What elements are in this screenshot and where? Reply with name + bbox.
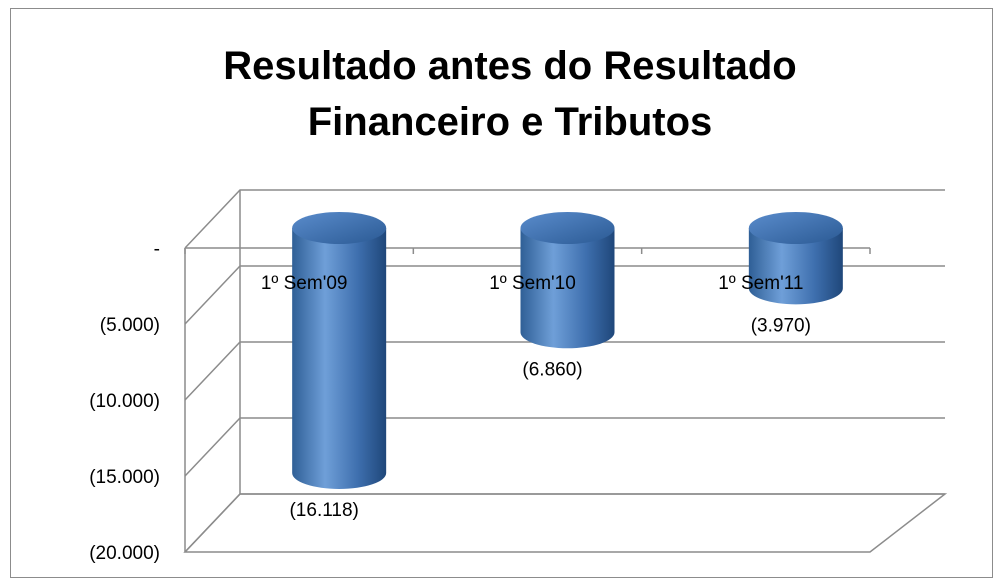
grid-line — [184, 189, 945, 249]
value-label: (3.970) — [751, 315, 811, 336]
y-tick-label: - — [154, 239, 160, 260]
grid-line — [184, 265, 945, 325]
x-tick-label: 1º Sem'09 — [261, 273, 348, 294]
value-label: (16.118) — [289, 500, 358, 521]
y-tick-label: (20.000) — [89, 543, 160, 564]
chart-frame — [10, 8, 993, 578]
chart-title: Resultado antes do Resultado Financeiro … — [223, 44, 797, 144]
x-tick-label: 1º Sem'11 — [718, 273, 803, 294]
bar — [748, 228, 843, 305]
grid-line — [184, 493, 945, 553]
bar-top — [292, 212, 387, 244]
value-label: (6.860) — [522, 359, 582, 380]
bar-top — [520, 212, 615, 244]
bar — [292, 228, 387, 489]
grid-line — [184, 417, 945, 477]
y-tick-label: (15.000) — [89, 467, 160, 488]
y-tick-label: (5.000) — [100, 315, 160, 336]
bar-top — [748, 212, 843, 244]
x-tick-label: 1º Sem'10 — [489, 273, 576, 294]
grid-line — [184, 341, 945, 401]
bar — [520, 228, 615, 349]
y-tick-label: (10.000) — [89, 391, 160, 412]
